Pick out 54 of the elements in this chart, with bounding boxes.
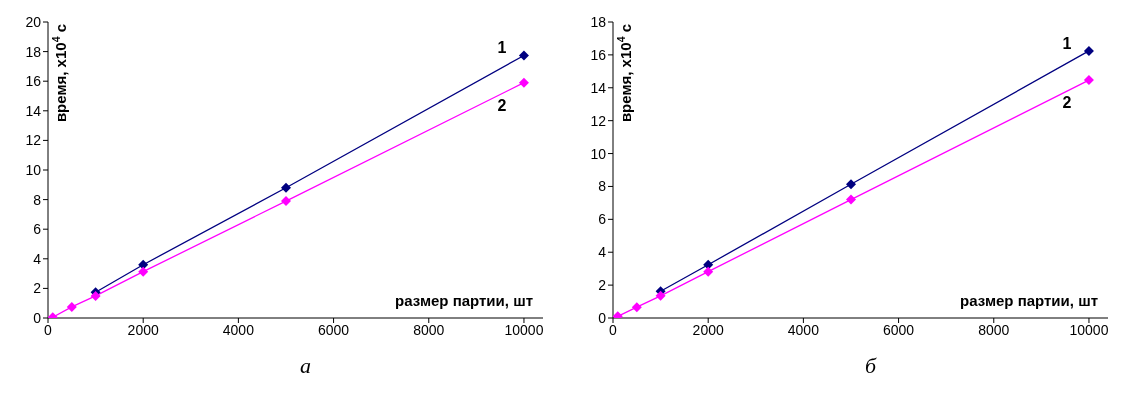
y-tick-label: 10 (25, 161, 42, 178)
x-tick-label: 6000 (883, 321, 915, 338)
y-tick-label: 16 (25, 73, 42, 90)
y-tick-label: 8 (598, 178, 607, 195)
x-axis-title: размер партии, шт (960, 292, 1098, 309)
x-tick-label: 10000 (504, 321, 544, 338)
y-tick-label: 0 (598, 309, 607, 326)
y-tick-label: 2 (33, 280, 42, 297)
y-tick-label: 10 (590, 145, 607, 162)
y-tick-label: 2 (598, 277, 607, 294)
y-tick-label: 14 (25, 102, 42, 119)
point (1083, 75, 1094, 86)
y-tick-label: 16 (590, 46, 607, 63)
text: б (863, 353, 878, 379)
y-tick-label: 12 (590, 112, 607, 129)
x-tick-label: 2000 (692, 321, 724, 338)
x-tick-label: 0 (44, 321, 53, 338)
y-tick-label: 18 (25, 43, 42, 60)
y-tick-label: 12 (25, 132, 42, 149)
y-tick-label: 4 (33, 250, 42, 267)
x-tick-label: 6000 (318, 321, 350, 338)
series-label: 1 (1062, 34, 1072, 52)
point (518, 77, 529, 88)
x-tick-label: 4000 (787, 321, 820, 338)
series-label: 2 (497, 96, 507, 114)
y-tick-label: 8 (33, 191, 42, 208)
point (845, 194, 856, 205)
y-tick-label: 18 (590, 13, 607, 30)
x-tick-label: 4000 (222, 321, 255, 338)
text: а (299, 353, 312, 379)
x-axis-title: размер партии, шт (395, 292, 533, 309)
point (655, 290, 666, 301)
y-tick-label: 4 (598, 244, 607, 261)
series-label: 2 (1062, 94, 1072, 112)
x-tick-label: 8000 (978, 321, 1010, 338)
point (703, 266, 714, 277)
point (845, 179, 856, 190)
point (138, 266, 149, 277)
point (631, 302, 642, 313)
point (1083, 45, 1094, 56)
y-tick-label: 14 (590, 79, 607, 96)
y-tick-label: 20 (25, 13, 42, 30)
point (66, 301, 77, 312)
x-tick-label: 10000 (1069, 321, 1109, 338)
point (280, 196, 291, 207)
x-tick-label: 2000 (127, 321, 159, 338)
point (518, 50, 529, 61)
y-tick-label: 6 (33, 221, 42, 238)
x-tick-label: 0 (609, 321, 618, 338)
x-tick-label: 8000 (413, 321, 445, 338)
point (280, 182, 291, 193)
y-tick-label: 0 (33, 309, 42, 326)
y-tick-label: 6 (598, 211, 607, 228)
series-label: 1 (497, 39, 507, 57)
